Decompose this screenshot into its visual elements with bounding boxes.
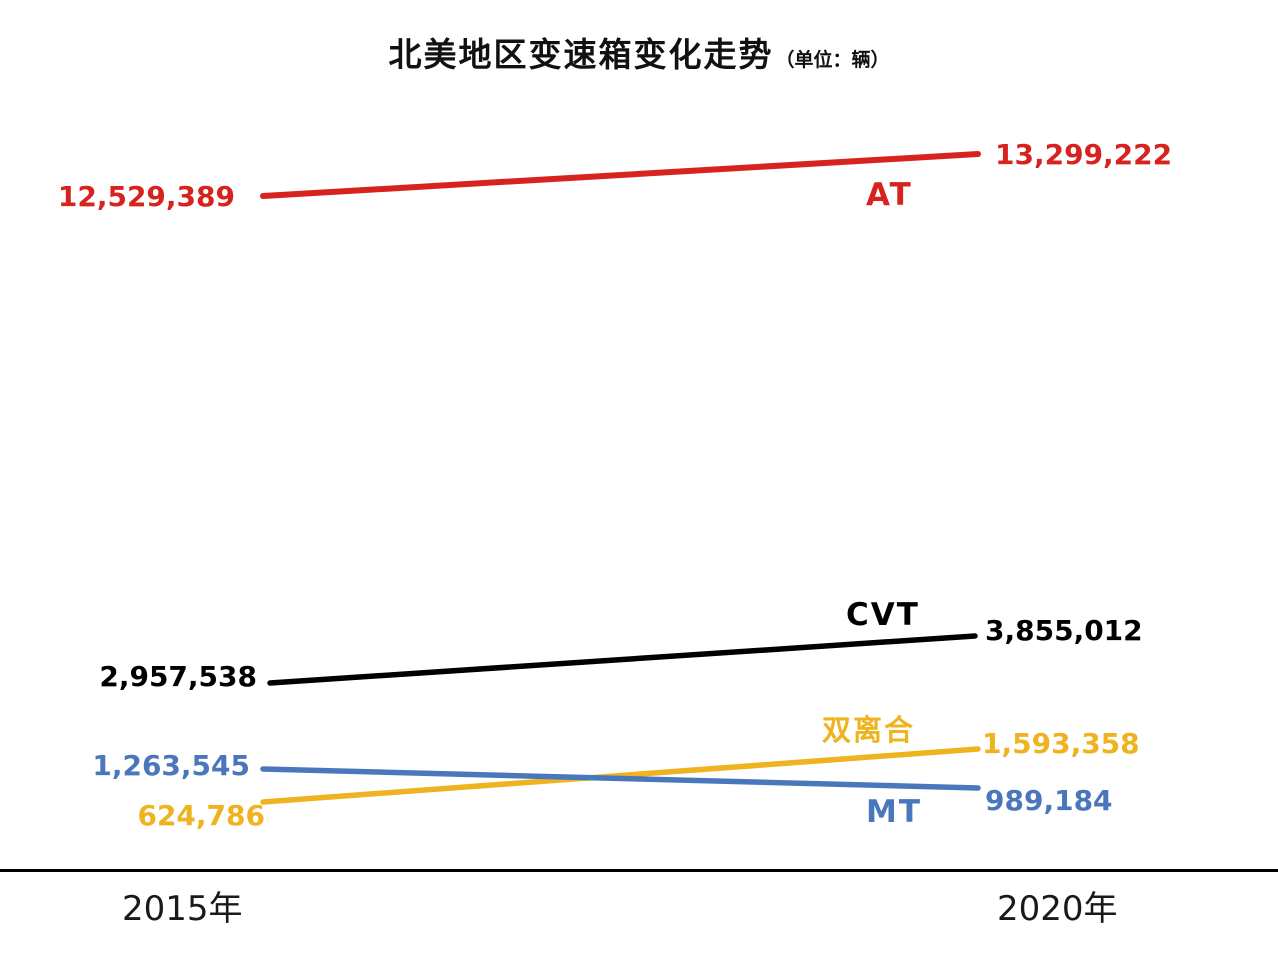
chart-title-unit: （单位：辆）	[775, 49, 890, 71]
at-series-label: AT	[866, 177, 913, 213]
cvt-line	[267, 633, 978, 686]
mt-series-label: MT	[866, 794, 922, 830]
dual-clutch-start-value: 624,786	[137, 799, 265, 832]
mt-end-value: 989,184	[985, 784, 1113, 817]
dual-clutch-series-label: 双离合	[822, 713, 916, 747]
x-axis-label-2015: 2015年	[122, 889, 243, 929]
dual-clutch-line	[260, 746, 981, 805]
at-line	[260, 151, 981, 199]
x-axis-label-2020: 2020年	[997, 889, 1118, 929]
cvt-end-value: 3,855,012	[985, 614, 1143, 647]
cvt-series-label: CVT	[846, 597, 920, 633]
chart-title-text: 北美地区变速箱变化走势	[388, 35, 774, 74]
mt-start-value: 1,263,545	[92, 749, 250, 782]
mt-line	[260, 766, 981, 791]
cvt-start-value: 2,957,538	[99, 660, 257, 693]
at-end-value: 13,299,222	[995, 138, 1173, 171]
x-axis-line	[0, 869, 1278, 872]
chart-title: 北美地区变速箱变化走势 （单位：辆）	[0, 28, 1278, 76]
at-start-value: 12,529,389	[57, 180, 235, 213]
dual-clutch-end-value: 1,593,358	[982, 727, 1140, 760]
